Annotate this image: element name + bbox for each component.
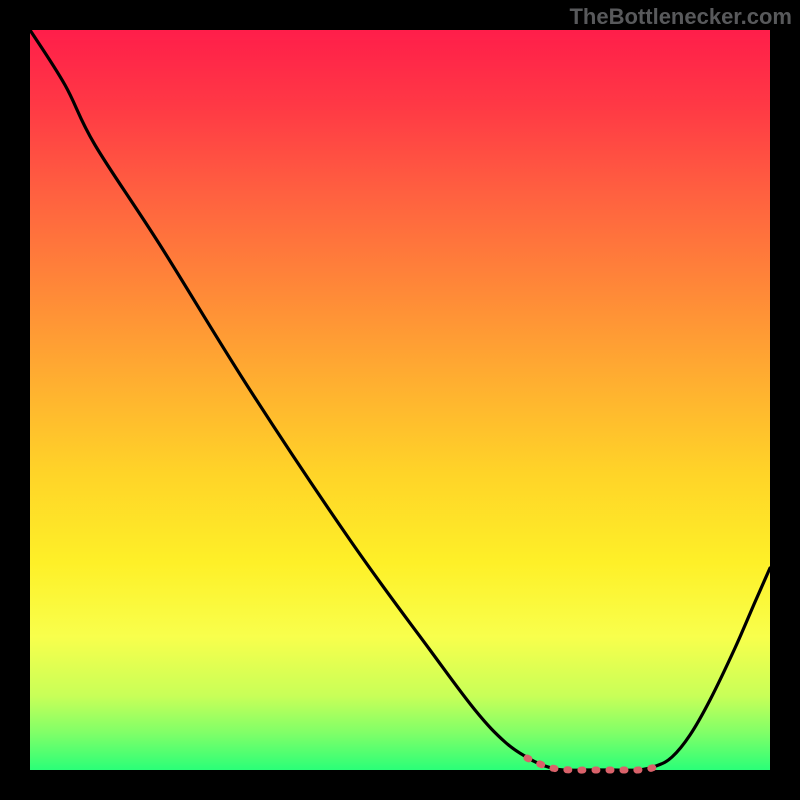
chart-svg — [0, 0, 800, 800]
plot-background — [30, 30, 770, 770]
watermark-text: TheBottlenecker.com — [569, 4, 792, 30]
bottleneck-chart: TheBottlenecker.com — [0, 0, 800, 800]
